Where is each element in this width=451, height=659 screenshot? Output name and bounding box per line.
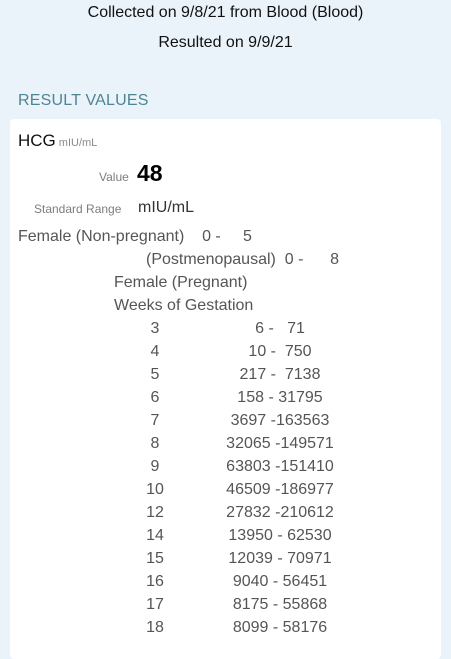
standard-range-unit: mIU/mL: [138, 199, 194, 216]
result-card: HCG mIU/mL Value 48 Standard Range mIU/mL…: [10, 119, 441, 659]
ref-line-pregnant: Female (Pregnant): [114, 274, 248, 291]
gestation-range: 9040 - 56451: [232, 573, 328, 590]
gestation-week: 10: [146, 481, 164, 498]
gestation-range: 12039 - 70971: [228, 550, 332, 567]
gestation-week: 18: [146, 619, 164, 636]
gestation-range: 8175 - 55868: [232, 596, 328, 613]
gestation-week: 4: [150, 343, 160, 360]
result-value: 48: [137, 160, 163, 186]
gestation-week: 9: [150, 458, 160, 475]
test-unit: mIU/mL: [58, 137, 98, 149]
gestation-week: 14: [146, 527, 164, 544]
gestation-range: 158 - 31795: [237, 389, 323, 406]
gestation-range: 217 - 7138: [239, 366, 321, 383]
gestation-week: 12: [146, 504, 164, 521]
ref-line-weeks-heading: Weeks of Gestation: [114, 297, 254, 314]
section-title: RESULT VALUES: [18, 92, 149, 109]
gestation-range: 32065 -149571: [226, 435, 334, 452]
gestation-week: 3: [150, 320, 160, 337]
gestation-week: 15: [146, 550, 164, 567]
gestation-week: 8: [150, 435, 160, 452]
ref-line-postmenopausal: (Postmenopausal) 0 - 8: [146, 251, 339, 268]
gestation-range: 63803 -151410: [226, 458, 334, 475]
resulted-info: Resulted on 9/9/21: [158, 34, 293, 51]
gestation-week: 6: [150, 389, 160, 406]
gestation-range: 8099 - 58176: [232, 619, 328, 636]
standard-range-label: Standard Range: [34, 202, 122, 216]
test-name: HCG: [18, 131, 56, 150]
gestation-week: 7: [150, 412, 160, 429]
gestation-range: 13950 - 62530: [228, 527, 332, 544]
gestation-range: 10 - 750: [248, 343, 312, 360]
gestation-range: 3697 -163563: [230, 412, 330, 429]
gestation-range: 27832 -210612: [226, 504, 334, 521]
value-label: Value: [99, 170, 129, 184]
gestation-week: 17: [146, 596, 164, 613]
gestation-range: 46509 -186977: [226, 481, 334, 498]
ref-line-nonpregnant: Female (Non-pregnant) 0 - 5: [18, 228, 252, 245]
gestation-range: 6 - 71: [255, 320, 305, 337]
test-name-row: HCG mIU/mL: [18, 131, 97, 151]
gestation-week: 16: [146, 573, 164, 590]
gestation-week: 5: [150, 366, 160, 383]
collected-info: Collected on 9/8/21 from Blood (Blood): [87, 4, 364, 21]
